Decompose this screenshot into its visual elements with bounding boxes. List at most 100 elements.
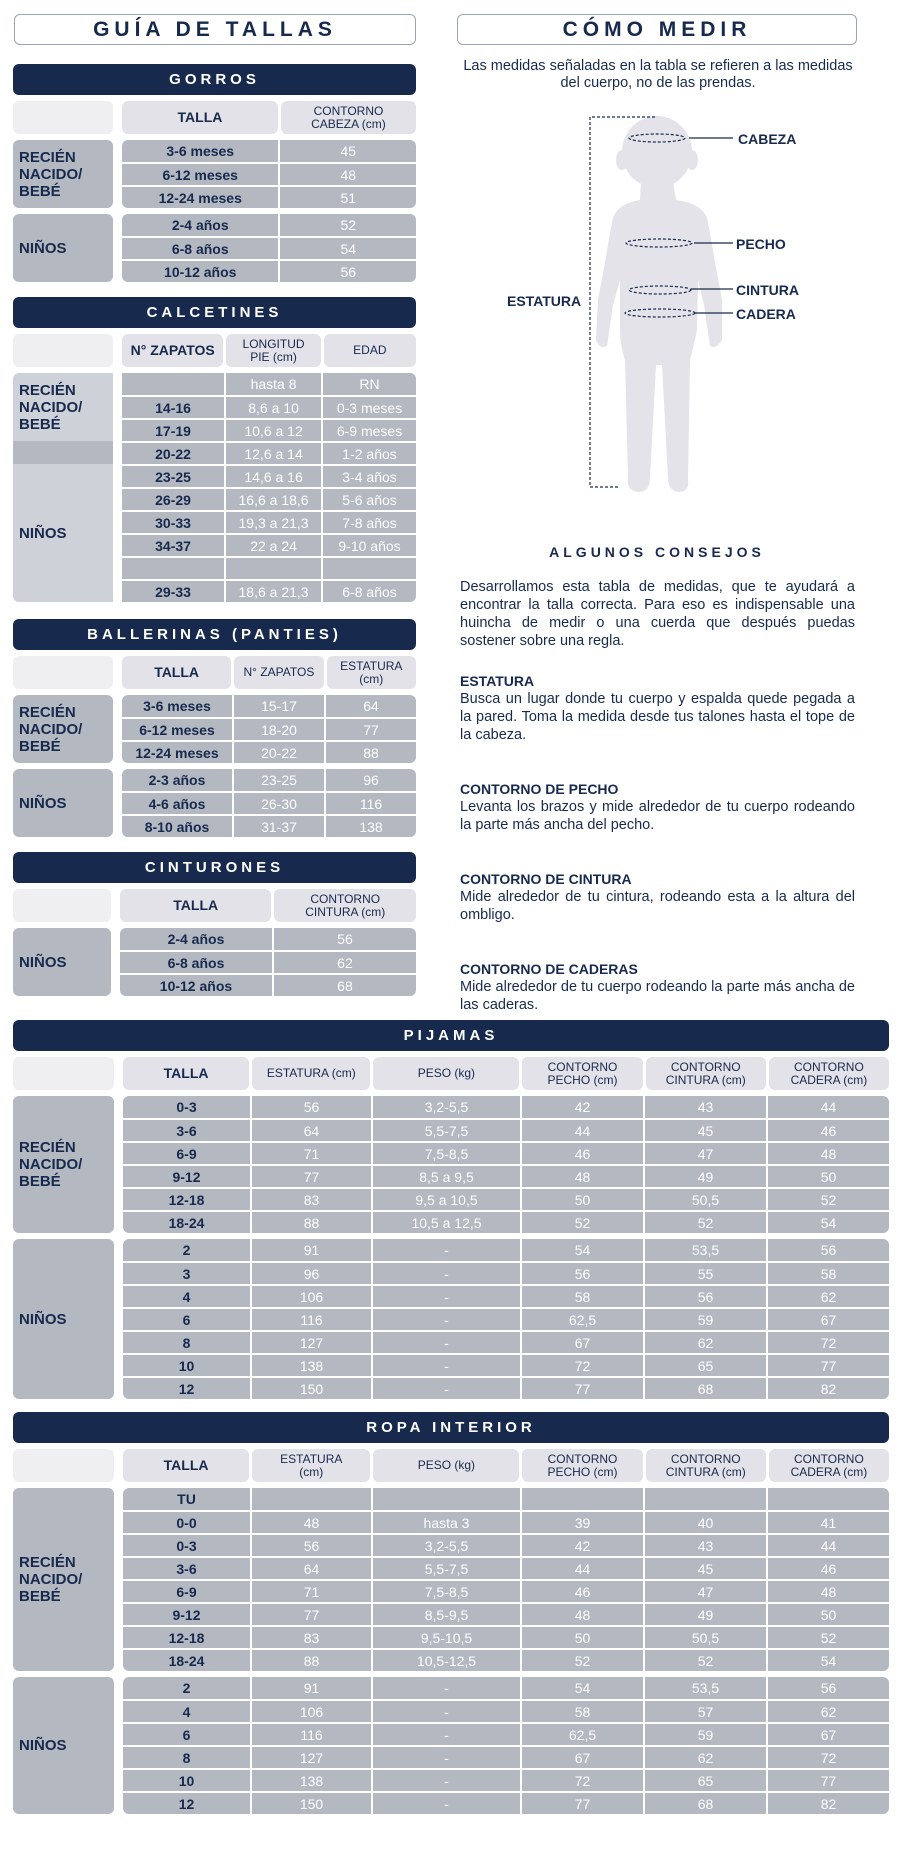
- value-cell: 58: [520, 1701, 643, 1722]
- value-cell: 26-30: [232, 793, 324, 814]
- table-row: 4-6 años 26-30 116: [122, 791, 416, 814]
- value-cell: 20-22: [232, 742, 324, 763]
- table-row: 17-19 10,6 a 12 6-9 meses: [122, 418, 416, 441]
- value-cell: 150: [250, 1793, 371, 1814]
- value-cell: 62: [766, 1286, 889, 1307]
- value-cell: -: [371, 1770, 520, 1791]
- size-cell: 9-12: [172, 1606, 201, 1623]
- size-cell: 10-12 años: [159, 977, 233, 994]
- value-cell: [766, 1488, 889, 1510]
- size-cell: 3-6: [176, 1122, 197, 1139]
- value-cell: 88: [250, 1650, 371, 1671]
- value-cell: 44: [520, 1558, 643, 1579]
- table-body: RECIÉN NACIDO/ BEBÉ 3-6 meses 15-17 64 6-12 …: [13, 695, 416, 837]
- row-group: RECIÉN NACIDO/ BEBÉ 3-6 meses 15-17 64 6-12 …: [13, 695, 416, 763]
- group-rows: 2-3 años 23-25 96 4-6 años 26-30 116 8-10 años…: [122, 769, 416, 837]
- group-label: NIÑOS: [13, 464, 113, 602]
- column-header: N° ZAPATOS: [122, 334, 224, 367]
- row-group: RECIÉN NACIDO/ BEBÉ 3-6 meses 45 6-12 meses…: [13, 140, 416, 208]
- value-cell: -: [371, 1263, 520, 1284]
- size-cell: 6: [182, 1726, 191, 1743]
- measure-intro: Las medidas señaladas en la tabla se ref…: [463, 58, 853, 91]
- table-title: CINTURONES: [13, 852, 416, 883]
- value-cell: 96: [324, 769, 416, 791]
- size-cell: 4-6 años: [148, 795, 206, 812]
- body-measure-figure: CABEZA PECHO CINTURA CADERA ESTATURA: [507, 116, 799, 492]
- group-label: RECIÉN NACIDO/ BEBÉ: [13, 1096, 114, 1233]
- tip-text: Mide alrededor de tu cintura, rodeando e…: [460, 889, 855, 923]
- table-row: 8 127-67 62 72: [123, 1330, 889, 1353]
- value-cell: 50,5: [643, 1627, 766, 1648]
- value-cell: 42: [520, 1096, 643, 1118]
- tip-heading: CONTORNO DE PECHO: [460, 781, 619, 797]
- value-cell: 91: [250, 1677, 371, 1699]
- table-row: 12 150-77 68 82: [123, 1376, 889, 1399]
- size-cell: 20-22: [155, 445, 191, 462]
- value-cell: 9,5 a 10,5: [371, 1189, 520, 1210]
- row-group: NIÑOS 2-3 años 23-25 96 4-6 años 26-30 116 8-10…: [13, 769, 416, 837]
- value-cell: 15-17: [232, 695, 324, 717]
- column-header: CONTORNO PECHO (cm): [522, 1449, 643, 1482]
- value-cell: 41: [766, 1512, 889, 1533]
- row-group: NIÑOS 2-4 años 52 6-8 años 54 10-12 años 56: [13, 214, 416, 282]
- column-header: TALLA: [122, 101, 278, 134]
- value-cell: 18-20: [232, 719, 324, 740]
- value-cell: 62: [766, 1701, 889, 1722]
- value-cell: 14,6 a 16: [224, 466, 321, 487]
- table-row: 3-6 meses 15-17 64: [122, 695, 416, 717]
- value-cell: 127: [250, 1332, 371, 1353]
- header-blank-cell: [13, 656, 113, 689]
- value-cell: 59: [643, 1309, 766, 1330]
- value-cell: 56: [278, 261, 416, 282]
- value-cell: 88: [324, 742, 416, 763]
- value-cell: 7-8 años: [321, 512, 416, 533]
- value-cell: 47: [643, 1581, 766, 1602]
- table-row: [122, 556, 416, 579]
- value-cell: 138: [324, 816, 416, 837]
- table-row: 18-24 88 10,5 a 12,5 52 52 54: [123, 1210, 889, 1233]
- value-cell: 48: [766, 1143, 889, 1164]
- table-header-row: TALLA CONTORNO CINTURA (cm): [13, 889, 416, 922]
- table-row: 3 96-56 55 58: [123, 1261, 889, 1284]
- value-cell: [224, 558, 321, 579]
- value-cell: 127: [250, 1747, 371, 1768]
- value-cell: 46: [520, 1581, 643, 1602]
- value-cell: [250, 1488, 371, 1510]
- size-cell: 0-3: [176, 1537, 197, 1554]
- value-cell: 106: [250, 1701, 371, 1722]
- table-title: GORROS: [13, 64, 416, 95]
- size-cell: 3-6 meses: [143, 698, 211, 714]
- table-row: 29-33 18,6 a 21,3 6-8 años: [122, 579, 416, 602]
- table-row: 8-10 años 31-37 138: [122, 814, 416, 837]
- table-body: RECIÉN NACIDO/ BEBÉ 0-3 56 3,2-5,5 42 43 44 3-6…: [13, 1096, 889, 1399]
- size-cell: 12-24 meses: [158, 189, 242, 206]
- size-cell: 26-29: [155, 491, 191, 508]
- label-estatura: ESTATURA: [507, 293, 581, 309]
- tip-caderas: CONTORNO DE CADERAS Mide alrededor de tu…: [460, 960, 855, 1014]
- label-pecho: PECHO: [736, 236, 786, 252]
- row-group: NIÑOS 2 91-54 53,5 56 4 106-58 57 62 6 116-62,5 59 6…: [13, 1677, 889, 1814]
- value-cell: 3,2-5,5: [371, 1535, 520, 1556]
- value-cell: 6-9 meses: [321, 420, 416, 441]
- table-row: 10 138-72 65 77: [123, 1768, 889, 1791]
- table-row: 6-9 71 7,5-8,5 46 47 48: [123, 1579, 889, 1602]
- group-rows: 23-25 14,6 a 16 3-4 años 26-29 16,6 a 18,6 5-…: [122, 464, 416, 602]
- size-cell: 4: [182, 1703, 191, 1720]
- size-cell: 23-25: [155, 468, 191, 485]
- value-cell: 77: [250, 1604, 371, 1625]
- value-cell: 3-4 años: [321, 466, 416, 487]
- value-cell: 0-3 meses: [321, 397, 416, 418]
- value-cell: 53,5: [643, 1677, 766, 1699]
- table-row: 6 116-62,5 59 67: [123, 1307, 889, 1330]
- value-cell: -: [371, 1793, 520, 1814]
- table-body: NIÑOS 2-4 años 56 6-8 años 62 10-12 años 68: [13, 928, 416, 996]
- value-cell: 50,5: [643, 1189, 766, 1210]
- group-rows: 3-6 meses 45 6-12 meses 48 12-24 meses 51: [122, 140, 416, 208]
- value-cell: 48: [520, 1166, 643, 1187]
- row-group: NIÑOS 23-25 14,6 a 16 3-4 años 26-29 16,6 a 1…: [13, 464, 416, 602]
- value-cell: -: [371, 1677, 520, 1699]
- size-cell: 17-19: [155, 422, 191, 439]
- value-cell: 72: [766, 1332, 889, 1353]
- value-cell: 48: [250, 1512, 371, 1533]
- value-cell: [643, 1488, 766, 1510]
